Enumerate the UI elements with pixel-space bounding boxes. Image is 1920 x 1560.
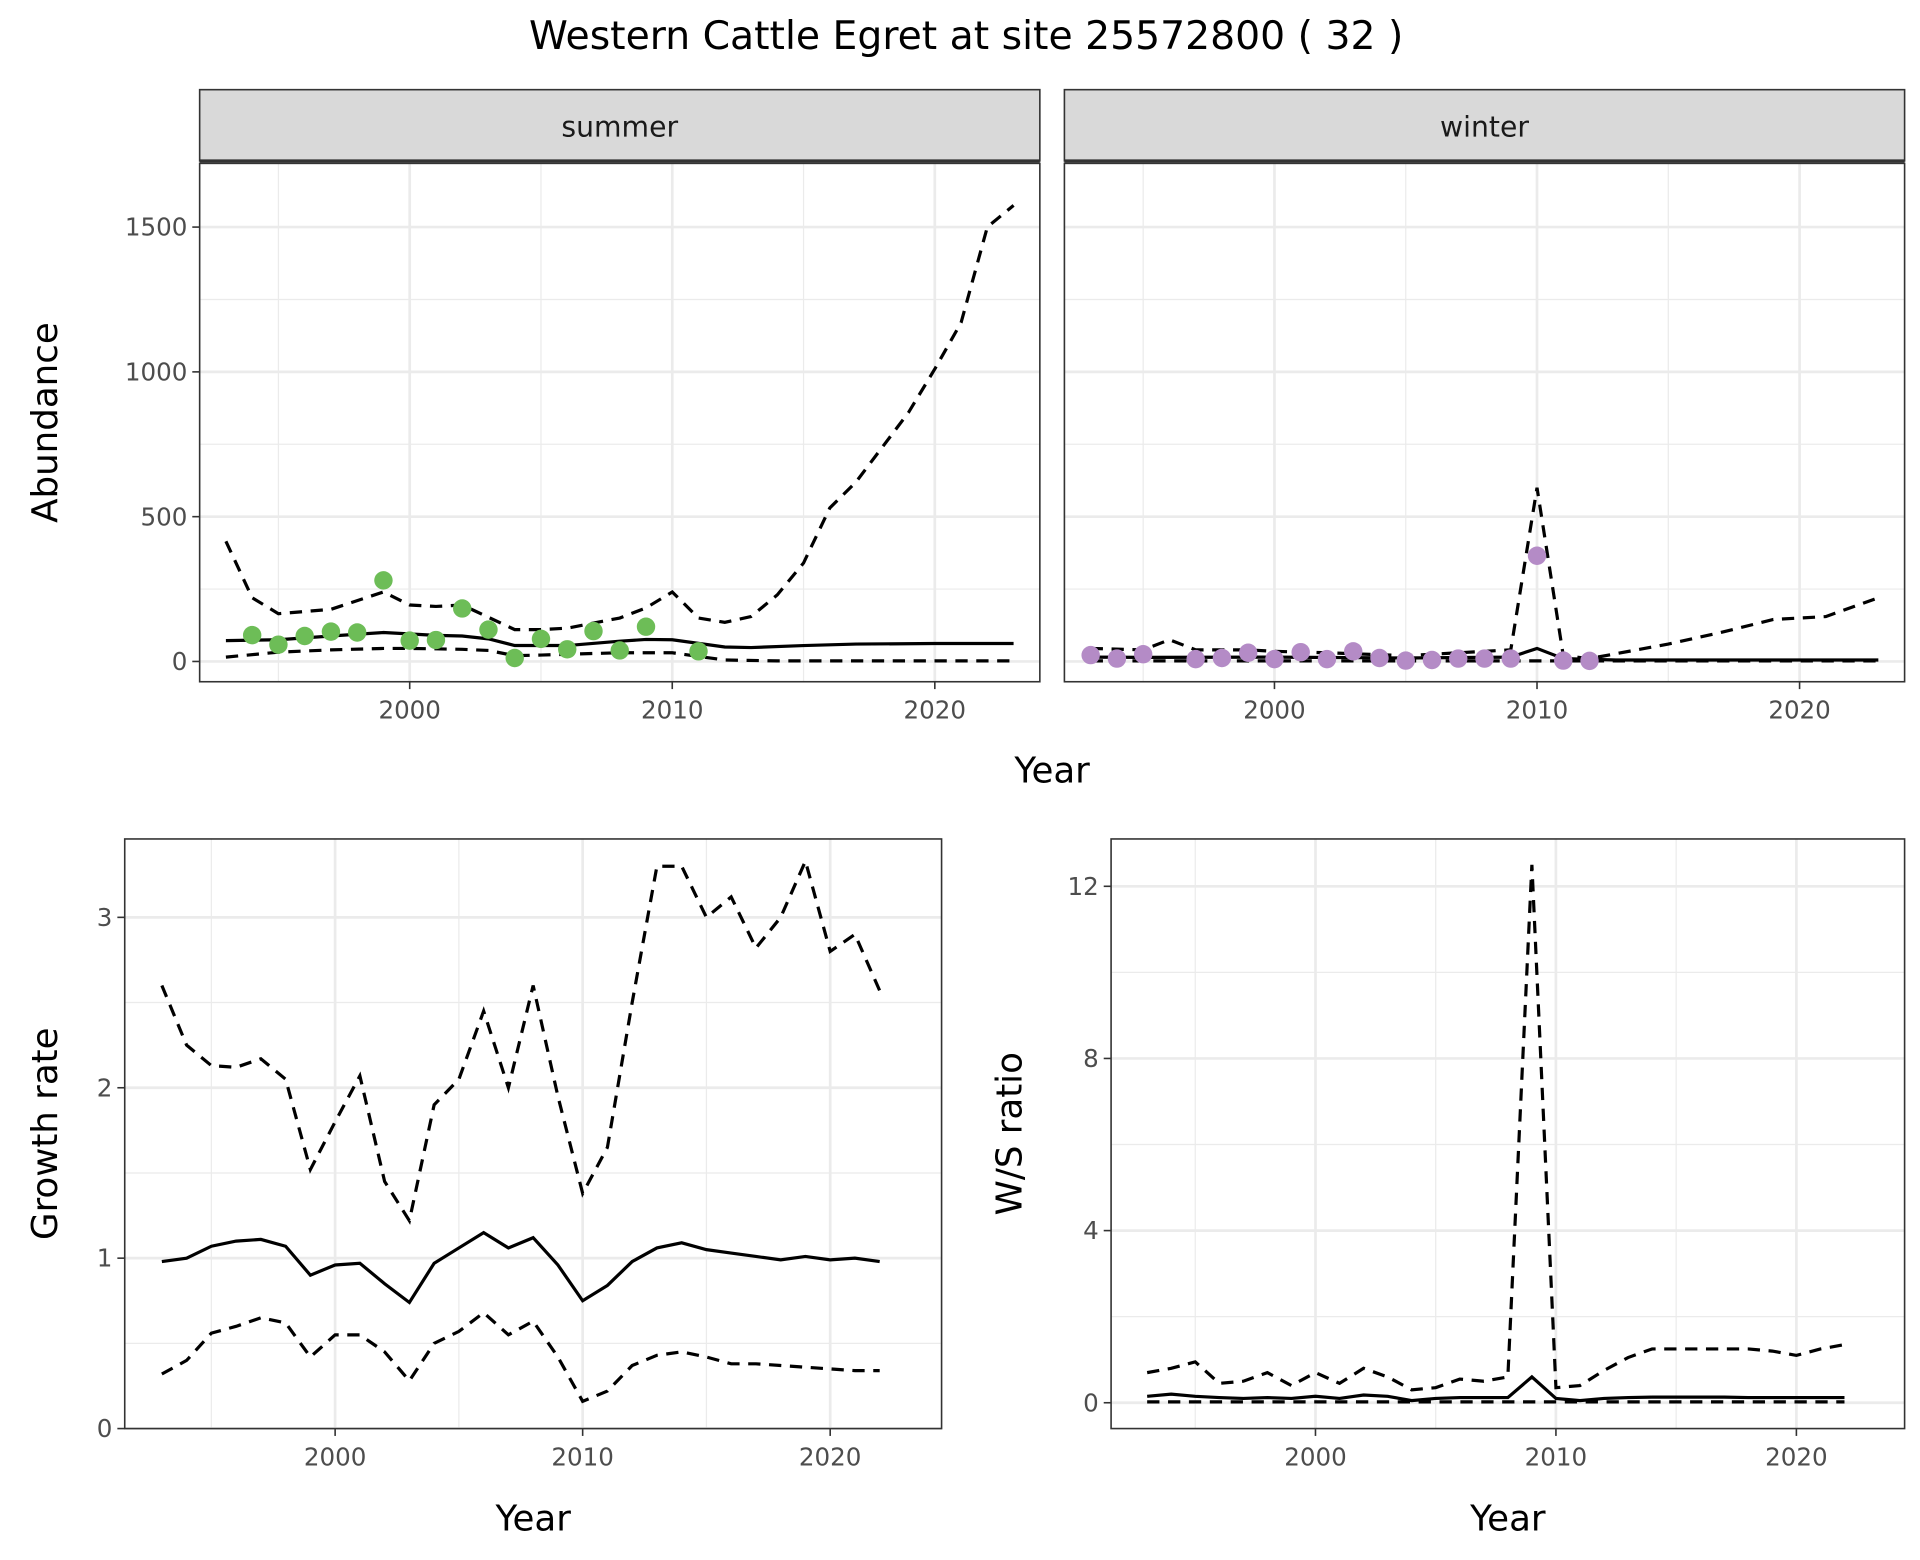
data-point [558, 640, 577, 659]
data-point [636, 617, 656, 636]
data-point [1186, 649, 1205, 669]
panel-ratio: 2000 2010 2020 0 4 8 12 Year W/S ratio [989, 838, 1906, 1540]
y-axis-title: W/S ratio [989, 1052, 1030, 1215]
panel-border [1063, 162, 1906, 683]
data-point [1475, 649, 1494, 668]
x-tick-label: 2000 [1243, 696, 1305, 725]
x-tick-label: 2010 [1506, 696, 1568, 725]
panel-border [123, 838, 943, 1430]
data-point [1081, 645, 1100, 665]
data-point [1422, 650, 1442, 670]
x-tick-label: 2010 [641, 696, 703, 725]
x-tick-label: 2000 [1284, 1442, 1346, 1471]
x-tick-label: 2010 [1525, 1442, 1587, 1471]
lower-bound-line [161, 1310, 880, 1404]
y-tick-label: 1500 [125, 213, 187, 242]
data-point [1527, 546, 1547, 565]
data-point [1396, 651, 1415, 670]
data-point [1133, 645, 1153, 664]
x-tick-label: 2010 [551, 1442, 613, 1471]
x-axis-title: Year [1469, 1499, 1546, 1540]
y-tick-label: 4 [1083, 1216, 1099, 1245]
data-point [479, 620, 498, 639]
data-point [426, 630, 446, 650]
y-axis-title: Growth rate [25, 1027, 66, 1240]
x-tick-label: 2020 [1768, 696, 1830, 725]
data-point [1212, 648, 1232, 668]
data-point [1449, 649, 1468, 668]
data-point [689, 642, 708, 661]
upper-bound-line [160, 856, 882, 1225]
panel-border [198, 162, 1041, 683]
data-point [584, 621, 603, 641]
y-tick-label: 3 [97, 903, 113, 932]
x-axis-title: Year [1013, 750, 1090, 791]
y-tick-label: 12 [1068, 872, 1099, 901]
y-tick-label: 0 [1083, 1388, 1099, 1417]
data-point [610, 641, 629, 660]
upper-bound-line [1146, 864, 1845, 1392]
data-point [453, 599, 472, 618]
data-point [1580, 651, 1599, 671]
facet-strip [1063, 88, 1906, 162]
x-tick-label: 2020 [799, 1442, 861, 1471]
x-tick-label: 2020 [1765, 1442, 1827, 1471]
y-tick-label: 2 [97, 1073, 113, 1102]
upper-bound-line [224, 204, 1015, 632]
data-point [374, 571, 393, 590]
upper-bound-line [1090, 487, 1879, 661]
y-tick-label: 1 [97, 1244, 113, 1273]
y-axis-title: Abundance [25, 322, 66, 523]
data-point [1554, 651, 1573, 670]
data-point [269, 635, 288, 654]
y-tick-label: 8 [1083, 1044, 1099, 1073]
data-point [242, 625, 262, 645]
x-tick-label: 2000 [304, 1442, 366, 1471]
y-tick-label: 0 [97, 1414, 113, 1443]
data-point [1291, 642, 1310, 662]
facet-label: summer [561, 110, 678, 143]
y-tick-label: 1000 [125, 357, 187, 386]
data-point [531, 629, 551, 649]
data-point [295, 626, 314, 646]
data-point [1344, 642, 1363, 661]
x-tick-label: 2000 [378, 696, 440, 725]
data-point [1238, 643, 1258, 662]
data-point [1317, 649, 1337, 669]
x-tick-label: 2020 [904, 696, 966, 725]
mean-line [161, 1230, 880, 1305]
data-point [1265, 649, 1284, 669]
mean-line [225, 630, 1014, 650]
data-point [505, 648, 524, 668]
panel-border [1110, 838, 1906, 1430]
facet-strip [198, 88, 1041, 162]
data-point [1370, 648, 1389, 668]
panel-winter: winter 2000 2010 2020 [1063, 88, 1906, 725]
y-tick-label: 500 [141, 502, 188, 531]
facet-label: winter [1440, 110, 1529, 143]
figure-title: Western Cattle Egret at site 25572800 ( … [529, 14, 1403, 59]
x-axis-title: Year [494, 1499, 571, 1540]
lower-bound-line [225, 646, 1014, 663]
mean-line [1147, 1374, 1845, 1403]
data-point [347, 623, 367, 642]
panel-growth: 2000 2010 2020 0 1 2 3 Year Growth rate [25, 838, 943, 1540]
data-point [400, 631, 419, 650]
y-tick-label: 0 [172, 647, 188, 676]
data-point [1107, 649, 1127, 668]
data-point [1501, 649, 1520, 668]
panel-summer: summer 2000 2010 2020 0 500 1000 1500 Year Abunda… [25, 88, 1090, 791]
data-point [321, 622, 341, 641]
